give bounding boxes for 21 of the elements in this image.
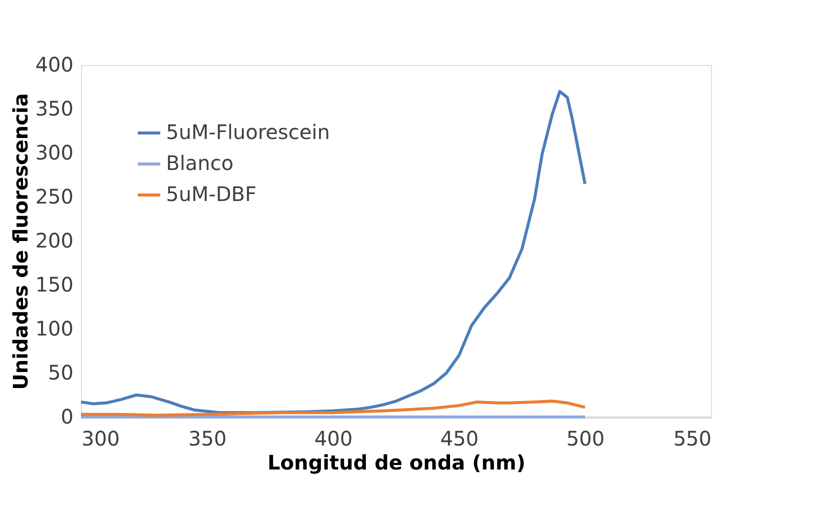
x-tick-label: 450 xyxy=(440,426,479,450)
y-tick-label: 400 xyxy=(35,52,74,76)
y-axis-title: Unidades de fluorescencia xyxy=(8,93,32,390)
y-tick-label: 150 xyxy=(35,272,74,296)
legend-label: 5uM-DBF xyxy=(166,182,256,206)
x-tick-label: 400 xyxy=(314,426,353,450)
x-tick-label: 350 xyxy=(188,426,227,450)
y-tick-label: 50 xyxy=(48,360,74,384)
y-tick-label: 250 xyxy=(35,184,74,208)
y-tick-label: 300 xyxy=(35,140,74,164)
x-tick-label: 500 xyxy=(566,426,605,450)
y-tick-label: 350 xyxy=(35,96,74,120)
y-tick-label: 0 xyxy=(60,404,74,428)
x-tick-label: 300 xyxy=(82,426,120,450)
legend-label: 5uM-Fluorescein xyxy=(166,120,330,144)
x-axis-title: Longitud de onda (nm) xyxy=(268,450,526,474)
y-tick-label: 100 xyxy=(35,316,74,340)
line-series xyxy=(80,400,586,417)
y-tick-label: 200 xyxy=(35,228,74,252)
x-tick-label: 550 xyxy=(673,426,712,450)
legend-label: Blanco xyxy=(166,151,234,175)
